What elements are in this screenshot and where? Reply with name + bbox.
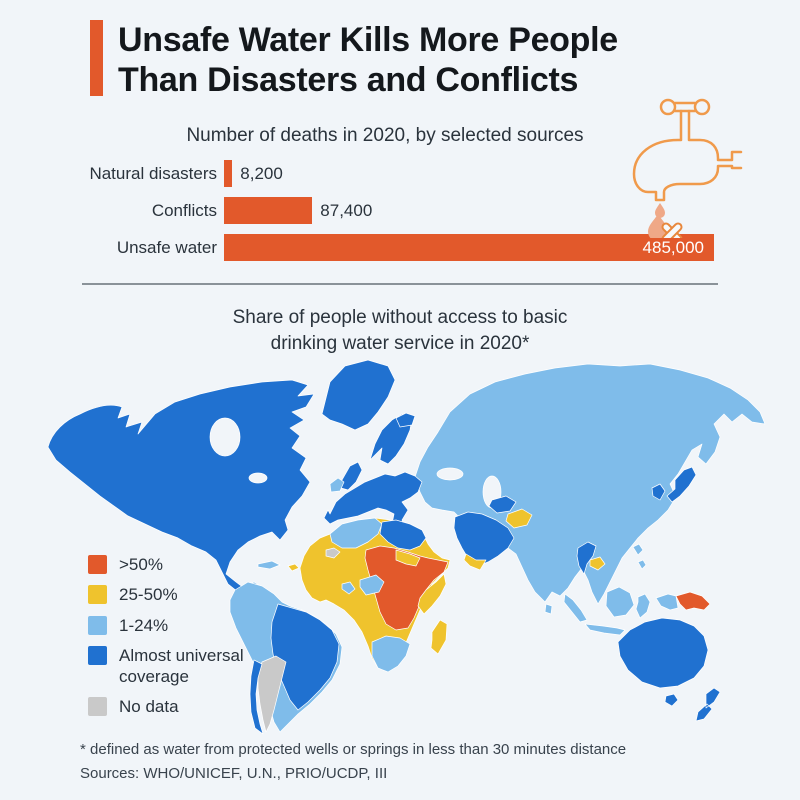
map-region-yemen	[463, 553, 487, 571]
map-region-japan	[666, 466, 697, 503]
hudson-bay	[209, 417, 241, 457]
crossed-bones-icon	[661, 222, 683, 238]
bar-track: 8,200	[224, 160, 714, 187]
footnote: * defined as water from protected wells …	[80, 741, 627, 758]
map-legend: >50% 25-50% 1-24% Almost universal coverage…	[88, 554, 279, 718]
legend-label: Almost universal coverage	[119, 645, 244, 686]
map-region-greenland	[321, 359, 396, 431]
map-region-sri-lanka	[544, 603, 553, 615]
map-region-new-zealand	[695, 687, 721, 722]
map-region-north-america	[47, 379, 315, 593]
page-title-line2: Than Disasters and Conflicts	[118, 61, 579, 100]
map-region-europe	[323, 471, 423, 536]
bar-row: Conflicts 87,400	[78, 197, 714, 224]
map-region-cambodia	[589, 556, 606, 571]
bar-value-label: 485,000	[642, 237, 704, 257]
legend-swatch	[88, 585, 107, 605]
black-sea	[436, 467, 464, 481]
map-region-korea	[651, 483, 666, 501]
bar-value-label: 8,200	[240, 163, 283, 183]
legend-label: 25-50%	[119, 585, 178, 605]
map-region-ghana	[341, 581, 356, 595]
page-title: Unsafe Water Kills More People Than Disa…	[118, 20, 618, 100]
great-lakes	[248, 472, 268, 484]
bar-category-label: Natural disasters	[89, 163, 217, 183]
bar: 485,000	[224, 234, 714, 261]
bar-chart: Natural disasters 8,200 Conflicts 87,400 Uns…	[78, 160, 714, 271]
map-region-haiti	[287, 563, 300, 572]
map-region-west-new-guinea	[655, 593, 679, 611]
bar	[224, 160, 233, 187]
bar-row: Natural disasters 8,200	[78, 160, 714, 187]
title-accent-bar	[90, 20, 103, 96]
map-region-eurasia	[414, 363, 766, 605]
map-title: Share of people without access to basic …	[0, 305, 800, 356]
map-region-north-africa-west	[329, 517, 383, 549]
map-region-indonesia	[563, 586, 651, 636]
map-region-kenya-tanzania	[417, 573, 447, 615]
water-drop-icon	[655, 203, 665, 218]
legend-item: Almost universal coverage	[88, 645, 279, 688]
bar-value-label: 87,400	[320, 200, 373, 220]
map-region-iceland	[395, 412, 416, 428]
map-region-nigeria	[359, 574, 385, 596]
legend-item: 25-50%	[88, 584, 279, 605]
legend-label: >50%	[119, 555, 163, 574]
unsafe-water-drop-icon	[648, 214, 668, 238]
map-title-line2: drinking water service in 2020*	[270, 332, 530, 354]
map-region-afghanistan	[505, 508, 533, 529]
map-region-madagascar	[430, 619, 448, 655]
map-region-cuba	[257, 560, 281, 570]
bar-chart-title: Number of deaths in 2020, by selected so…	[186, 125, 584, 146]
map-region-argentina	[257, 655, 287, 733]
legend-item: >50%	[88, 554, 279, 575]
map-region-libya-egypt	[379, 519, 427, 551]
world-map	[30, 352, 770, 737]
map-region-arabia	[453, 511, 515, 567]
legend-label: 1-24%	[119, 615, 169, 635]
header: Unsafe Water Kills More People Than Disa…	[90, 20, 618, 100]
page-title-line1: Unsafe Water Kills More People	[118, 21, 618, 59]
map-region-brazil	[270, 603, 340, 711]
legend-label: No data	[119, 697, 179, 717]
map-region-uk	[340, 461, 363, 491]
map-region-australia	[617, 617, 709, 689]
footer: * defined as water from protected wells …	[80, 738, 780, 786]
map-region-southern-africa	[371, 635, 411, 673]
legend-item: 1-24%	[88, 615, 279, 636]
map-region-papua-new-guinea	[675, 591, 711, 611]
bar-track: 485,000	[224, 234, 714, 261]
bar-track: 87,400	[224, 197, 714, 224]
map-region-tasmania	[664, 693, 679, 707]
map-title-line1: Share of people without access to basic	[232, 307, 568, 328]
bar-category-label: Unsafe water	[116, 237, 217, 257]
faucet-outline	[632, 98, 743, 202]
map-region-western-sahara	[325, 547, 341, 559]
map-region-philippines	[632, 543, 647, 570]
legend-swatch	[88, 555, 107, 574]
dripping-faucet-icon	[632, 98, 743, 238]
sources-line: Sources: WHO/UNICEF, U.N., PRIO/UCDP, II…	[80, 765, 388, 782]
map-region-sudan	[395, 549, 421, 567]
bar-category-label: Conflicts	[151, 200, 217, 220]
map-region-turkmenistan	[488, 495, 517, 514]
bar	[224, 197, 313, 224]
section-divider	[82, 283, 718, 285]
map-region-ireland	[329, 477, 345, 493]
bar-row: Unsafe water 485,000	[78, 234, 714, 261]
legend-swatch	[88, 697, 107, 717]
map-region-thailand	[576, 541, 597, 575]
map-region-chile	[249, 659, 264, 735]
legend-item: No data	[88, 696, 279, 717]
legend-swatch	[88, 645, 107, 665]
legend-swatch	[88, 615, 107, 635]
